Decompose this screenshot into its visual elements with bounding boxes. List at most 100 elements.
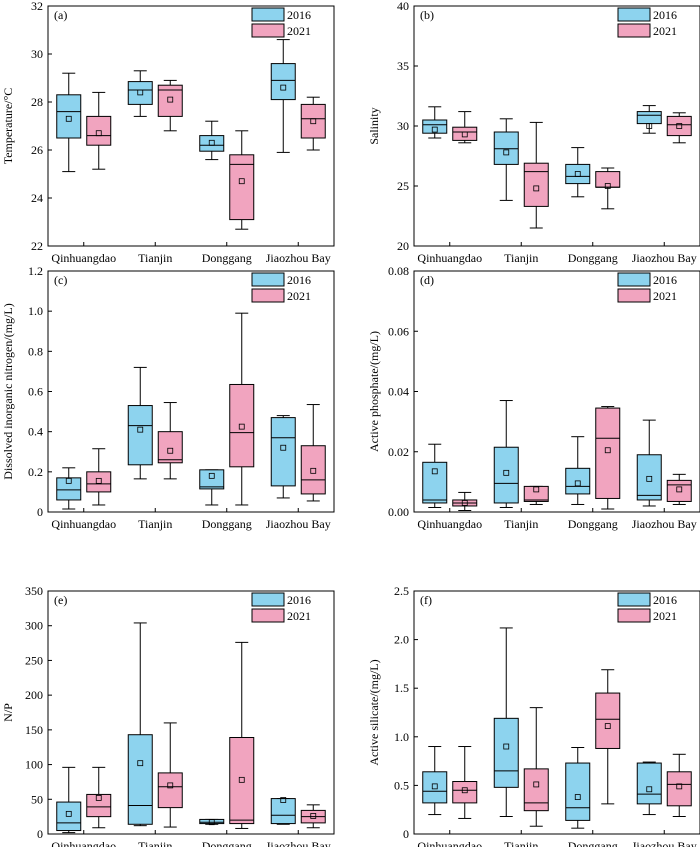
mean-marker	[461, 500, 468, 506]
box-body	[127, 734, 153, 825]
box-body	[636, 762, 662, 805]
box-body	[493, 717, 519, 788]
legend-swatch-2021	[251, 23, 285, 38]
box-2021-tianjin	[157, 722, 183, 828]
y-tick-label: 0.4	[28, 425, 43, 439]
mean-marker	[280, 444, 287, 451]
panel-d: 0.00 0.02 0.04 0.06 0.08 Active phosphate/(mg…	[367, 264, 700, 531]
y-tick-label: 50	[31, 792, 43, 806]
y-tick-label: 300	[25, 619, 43, 633]
mean-marker	[461, 131, 468, 138]
y-tick-label: 1.0	[28, 304, 43, 318]
x-tick-label: Qinhuangdao	[51, 251, 116, 265]
mean-marker	[137, 89, 144, 96]
panel-label: (e)	[54, 593, 67, 607]
x-tick-label: Tianjin	[504, 839, 538, 847]
box-2016-tianjin	[127, 366, 153, 480]
plot-frame	[413, 5, 700, 247]
legend-swatch-2021	[251, 288, 285, 303]
x-tick-label: Qinhuangdao	[51, 517, 116, 531]
mean-marker	[646, 475, 653, 482]
y-tick-label: 1.2	[28, 264, 43, 278]
mean-marker	[646, 786, 653, 793]
y-tick-label: 0.06	[388, 324, 409, 338]
box-2021-jiaozhou-bay	[300, 404, 326, 502]
box-body	[199, 469, 225, 490]
mean-marker	[431, 783, 438, 790]
y-tick-label: 200	[25, 688, 43, 702]
box-2016-donggang	[565, 746, 591, 829]
plot-frame	[47, 590, 335, 835]
y-tick-label: 24	[31, 191, 43, 205]
mean-marker	[431, 126, 438, 133]
box-body	[523, 162, 549, 207]
box-2016-donggang	[199, 469, 225, 506]
box-body	[595, 171, 621, 188]
legend-label-2021: 2021	[287, 609, 311, 623]
mean-marker	[65, 810, 72, 817]
legend-label-2021: 2021	[653, 24, 677, 38]
mean-marker	[310, 813, 317, 819]
legend: 2016 2021	[251, 592, 311, 623]
y-axis-label: Salinity	[367, 107, 381, 144]
box-body	[523, 768, 549, 812]
mean-marker	[676, 486, 683, 493]
legend: 2016 2021	[617, 272, 677, 303]
box-body	[422, 119, 448, 134]
box-body	[452, 126, 478, 141]
series-2021	[452, 669, 692, 827]
y-tick-label: 0.8	[28, 344, 43, 358]
y-tick-label: 0	[37, 505, 43, 519]
box-2021-tianjin	[157, 402, 183, 480]
box-body	[199, 135, 225, 152]
y-axis-label: Dissolved inorganic nitrogen/(mg/L)	[1, 303, 15, 479]
x-tick-label: Jiaozhou Bay	[266, 251, 331, 265]
box-2021-donggang	[595, 406, 621, 510]
mean-marker	[646, 123, 653, 129]
box-body	[56, 477, 82, 501]
panel-label: (b)	[420, 8, 434, 22]
box-2016-donggang	[565, 147, 591, 198]
box-body	[493, 131, 519, 165]
legend-swatch-2016	[251, 272, 285, 287]
box-2021-donggang	[229, 130, 255, 230]
mean-marker	[95, 794, 102, 801]
box-2021-donggang	[229, 312, 255, 506]
mean-marker	[208, 139, 215, 146]
legend-label-2021: 2021	[653, 609, 677, 623]
box-body	[86, 793, 112, 818]
mean-marker	[95, 477, 102, 484]
x-tick-label: Jiaozhou Bay	[632, 517, 697, 531]
box-body	[229, 383, 255, 468]
legend-swatch-2016	[617, 7, 651, 22]
box-2016-qinhuangdao	[56, 766, 82, 834]
mean-marker	[95, 130, 102, 137]
panel-a: 22 24 26 28 30 32 Temperature/°C (a) Qinhuangdao…	[1, 0, 335, 265]
box-2021-tianjin	[157, 79, 183, 132]
mean-marker	[604, 447, 611, 454]
box-body	[270, 63, 296, 101]
mean-marker	[604, 723, 611, 730]
legend: 2016 2021	[251, 7, 311, 38]
series-2021	[452, 111, 692, 229]
box-2016-tianjin	[493, 118, 519, 201]
y-tick-label: 22	[31, 239, 43, 253]
box-2021-jiaozhou-bay	[666, 473, 692, 505]
x-tick-label: Donggang	[568, 251, 618, 265]
series-2016	[422, 400, 662, 508]
x-tick-label: Donggang	[202, 251, 252, 265]
box-2021-qinhuangdao	[86, 448, 112, 506]
x-tick-label: Jiaozhou Bay	[266, 839, 331, 847]
y-axis-label: Active silicate/(mg/L)	[367, 659, 381, 765]
y-tick-label: 0	[37, 827, 43, 841]
box-2021-donggang	[229, 641, 255, 829]
box-body	[636, 111, 662, 125]
x-tick-label: Jiaozhou Bay	[266, 517, 331, 531]
mean-marker	[574, 794, 581, 800]
mean-marker	[503, 149, 510, 156]
legend-label-2016: 2016	[287, 8, 311, 22]
box-2021-tianjin	[523, 707, 549, 827]
box-body	[300, 445, 326, 495]
x-tick-label: Donggang	[202, 839, 252, 847]
